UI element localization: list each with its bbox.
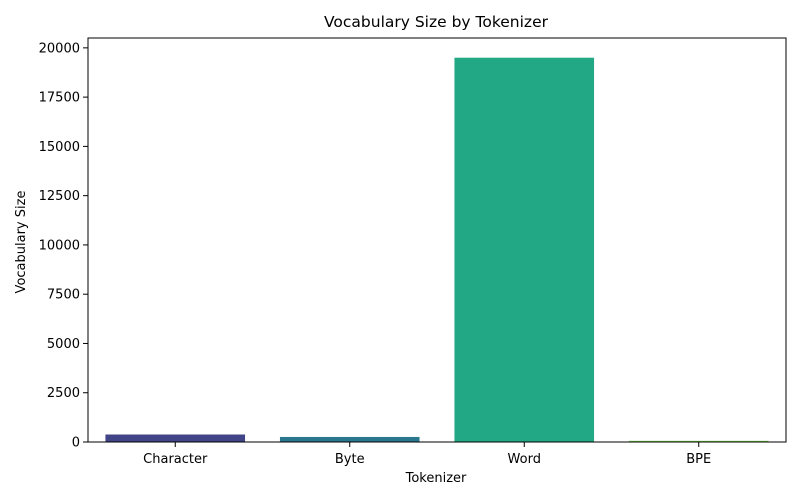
bar-word	[454, 57, 595, 443]
x-tick-label: Word	[508, 452, 541, 467]
x-axis-label: Tokenizer	[405, 471, 467, 486]
bar-byte	[279, 436, 420, 442]
y-tick-label: 20000	[39, 41, 80, 56]
y-tick-label: 0	[72, 436, 80, 451]
plot-frame	[87, 37, 787, 443]
bars-group	[105, 57, 769, 443]
y-tick-label: 10000	[39, 238, 80, 253]
y-tick-label: 17500	[39, 91, 80, 106]
x-tick-label: Character	[143, 452, 208, 467]
y-tick-label: 12500	[39, 189, 80, 204]
bar-character	[105, 434, 246, 442]
y-tick-label: 2500	[47, 386, 80, 401]
y-tick-label: 7500	[47, 288, 80, 303]
chart-title: Vocabulary Size by Tokenizer	[324, 13, 549, 31]
x-axis-ticks: Character Byte Word BPE	[143, 442, 711, 467]
y-tick-label: 5000	[47, 337, 80, 352]
bar-bpe	[628, 440, 769, 442]
y-axis-ticks: 0 2500 5000 7500 10000 12500 15000 17500 20000	[39, 41, 88, 451]
y-tick-label: 15000	[39, 140, 80, 155]
y-axis-label: Vocabulary Size	[14, 191, 29, 294]
x-tick-label: BPE	[686, 452, 711, 467]
x-tick-label: Byte	[335, 452, 365, 467]
